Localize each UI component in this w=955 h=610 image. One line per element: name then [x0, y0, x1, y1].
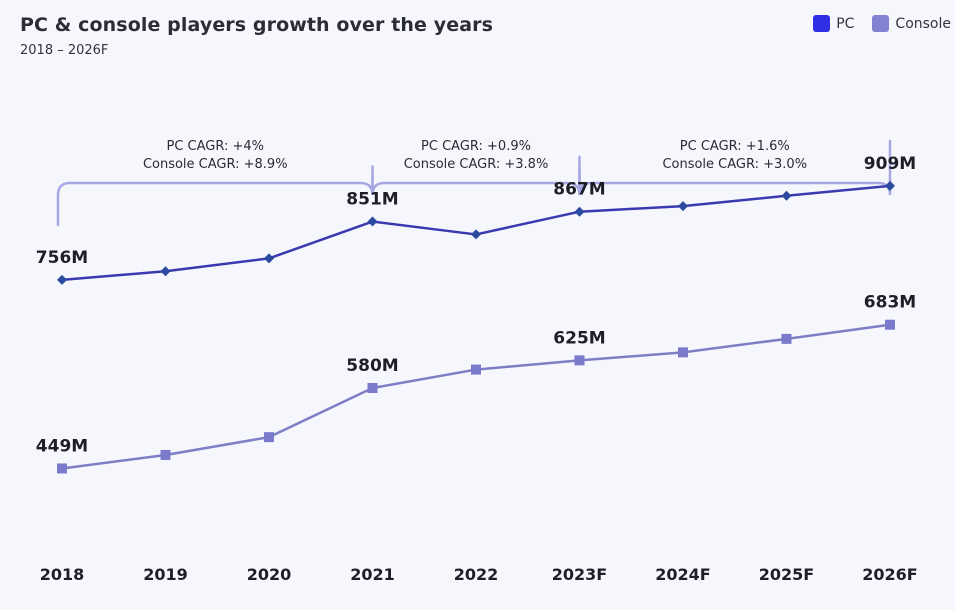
legend-item-pc[interactable]: PC — [813, 15, 854, 32]
legend-label-console: Console — [895, 15, 951, 32]
console-point-2023f — [574, 355, 585, 366]
pc-point-2020 — [264, 253, 274, 264]
x-tick-label-2020: 2020 — [247, 565, 292, 584]
x-tick-label-2022: 2022 — [454, 565, 499, 584]
console-point-2021 — [367, 383, 378, 393]
legend-item-console[interactable]: Console — [872, 15, 951, 32]
console-point-2022 — [471, 364, 481, 375]
cagr-label-2-1: PC CAGR: +0.9% — [421, 139, 531, 154]
console-data-label-2018: 449M — [36, 436, 88, 456]
pc-data-label-2023f: 867M — [553, 180, 605, 200]
console-point-2026f — [885, 319, 895, 330]
pc-point-2024f — [678, 201, 688, 212]
chart-title: PC & console players growth over the yea… — [20, 14, 493, 36]
pc-point-2019 — [160, 266, 171, 277]
x-tick-label-2021: 2021 — [350, 565, 395, 584]
pc-data-label-2021: 851M — [346, 190, 398, 210]
pc-point-2023f — [574, 206, 585, 217]
x-tick-label-2023f: 2023F — [552, 565, 607, 584]
x-tick-label-2026f: 2026F — [862, 565, 917, 584]
pc-point-2026f — [885, 180, 895, 191]
cagr-label-1-1: PC CAGR: +4% — [166, 139, 264, 154]
console-data-label-2023f: 625M — [553, 328, 605, 348]
console-series-line — [61, 323, 891, 470]
x-tick-label-2025f: 2025F — [759, 565, 814, 584]
console-data-label-2026f: 683M — [864, 293, 916, 313]
console-point-2025f — [781, 333, 792, 344]
console-point-2024f — [678, 347, 688, 358]
cagr-bracket-1 — [56, 175, 374, 227]
console-point-2020 — [264, 432, 274, 443]
chart-subtitle: 2018 – 2026F — [20, 43, 109, 58]
pc-point-2018 — [57, 274, 67, 285]
pc-point-2022 — [471, 229, 481, 240]
console-point-2018 — [57, 463, 67, 474]
x-tick-label-2018: 2018 — [40, 565, 85, 584]
legend-swatch-console — [872, 15, 890, 32]
cagr-label-2-2: Console CAGR: +3.8% — [404, 157, 549, 172]
x-tick-label-2024f: 2024F — [655, 565, 710, 584]
cagr-label-3-1: PC CAGR: +1.6% — [680, 139, 790, 154]
x-tick-label-2019: 2019 — [143, 565, 188, 584]
pc-data-label-2018: 756M — [36, 248, 88, 268]
pc-data-label-2026f: 909M — [864, 154, 916, 174]
legend-swatch-pc — [813, 15, 831, 32]
pc-point-2021 — [367, 216, 378, 227]
console-data-label-2021: 580M — [346, 356, 398, 376]
cagr-label-3-2: Console CAGR: +3.0% — [662, 157, 807, 172]
legend: PC Console — [813, 15, 951, 32]
cagr-label-1-2: Console CAGR: +8.9% — [143, 157, 288, 172]
legend-label-pc: PC — [836, 15, 855, 32]
pc-point-2025f — [781, 190, 792, 201]
console-point-2019 — [160, 449, 171, 460]
